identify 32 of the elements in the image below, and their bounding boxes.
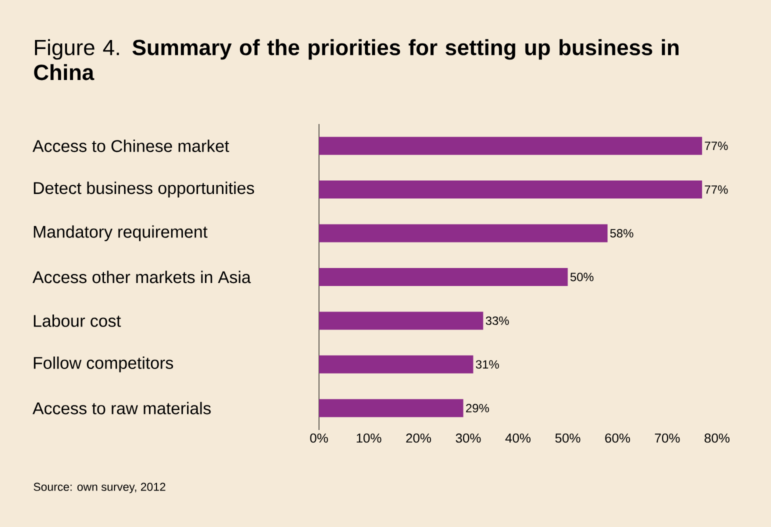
- y-tick-label: Access other markets in Asia: [32, 270, 251, 284]
- x-tick-label: 70%: [654, 434, 680, 443]
- y-tick-label: Labour cost: [34, 314, 121, 327]
- bar: [319, 312, 484, 330]
- data-label: 50%: [570, 272, 594, 282]
- data-label: 77%: [704, 185, 728, 194]
- data-label: 77%: [704, 142, 728, 150]
- chart-title: Figure 4. Summary of the priorities for setting up business in China: [34, 39, 679, 80]
- data-label: 29%: [466, 404, 489, 412]
- y-tick-label: Access to raw materials: [32, 402, 211, 414]
- x-tick-label: 40%: [505, 434, 531, 443]
- bar: [319, 399, 464, 418]
- y-tick-label: Follow competitors: [34, 356, 174, 372]
- bar: [319, 136, 702, 155]
- x-tick-label: 80%: [704, 434, 730, 443]
- source-note: Source: own survey, 2012: [34, 482, 166, 494]
- data-label: 58%: [610, 229, 634, 238]
- x-tick-label: 60%: [605, 434, 630, 443]
- bar: [319, 355, 474, 374]
- data-label: 33%: [486, 316, 509, 325]
- x-tick-label: 30%: [456, 434, 481, 443]
- x-tick-label: 10%: [356, 434, 382, 443]
- x-tick-label: 20%: [406, 434, 432, 443]
- y-tick-label: Mandatory requirement: [34, 225, 208, 242]
- y-tick-label: Detect business opportunities: [34, 182, 254, 198]
- bar: [319, 180, 702, 199]
- x-tick-label: 50%: [555, 434, 580, 443]
- bar: [319, 268, 568, 286]
- bar: [319, 224, 608, 242]
- x-tick-label: 0%: [310, 434, 328, 443]
- y-tick-label: Access to Chinese market: [32, 140, 230, 152]
- data-label: 31%: [476, 360, 499, 369]
